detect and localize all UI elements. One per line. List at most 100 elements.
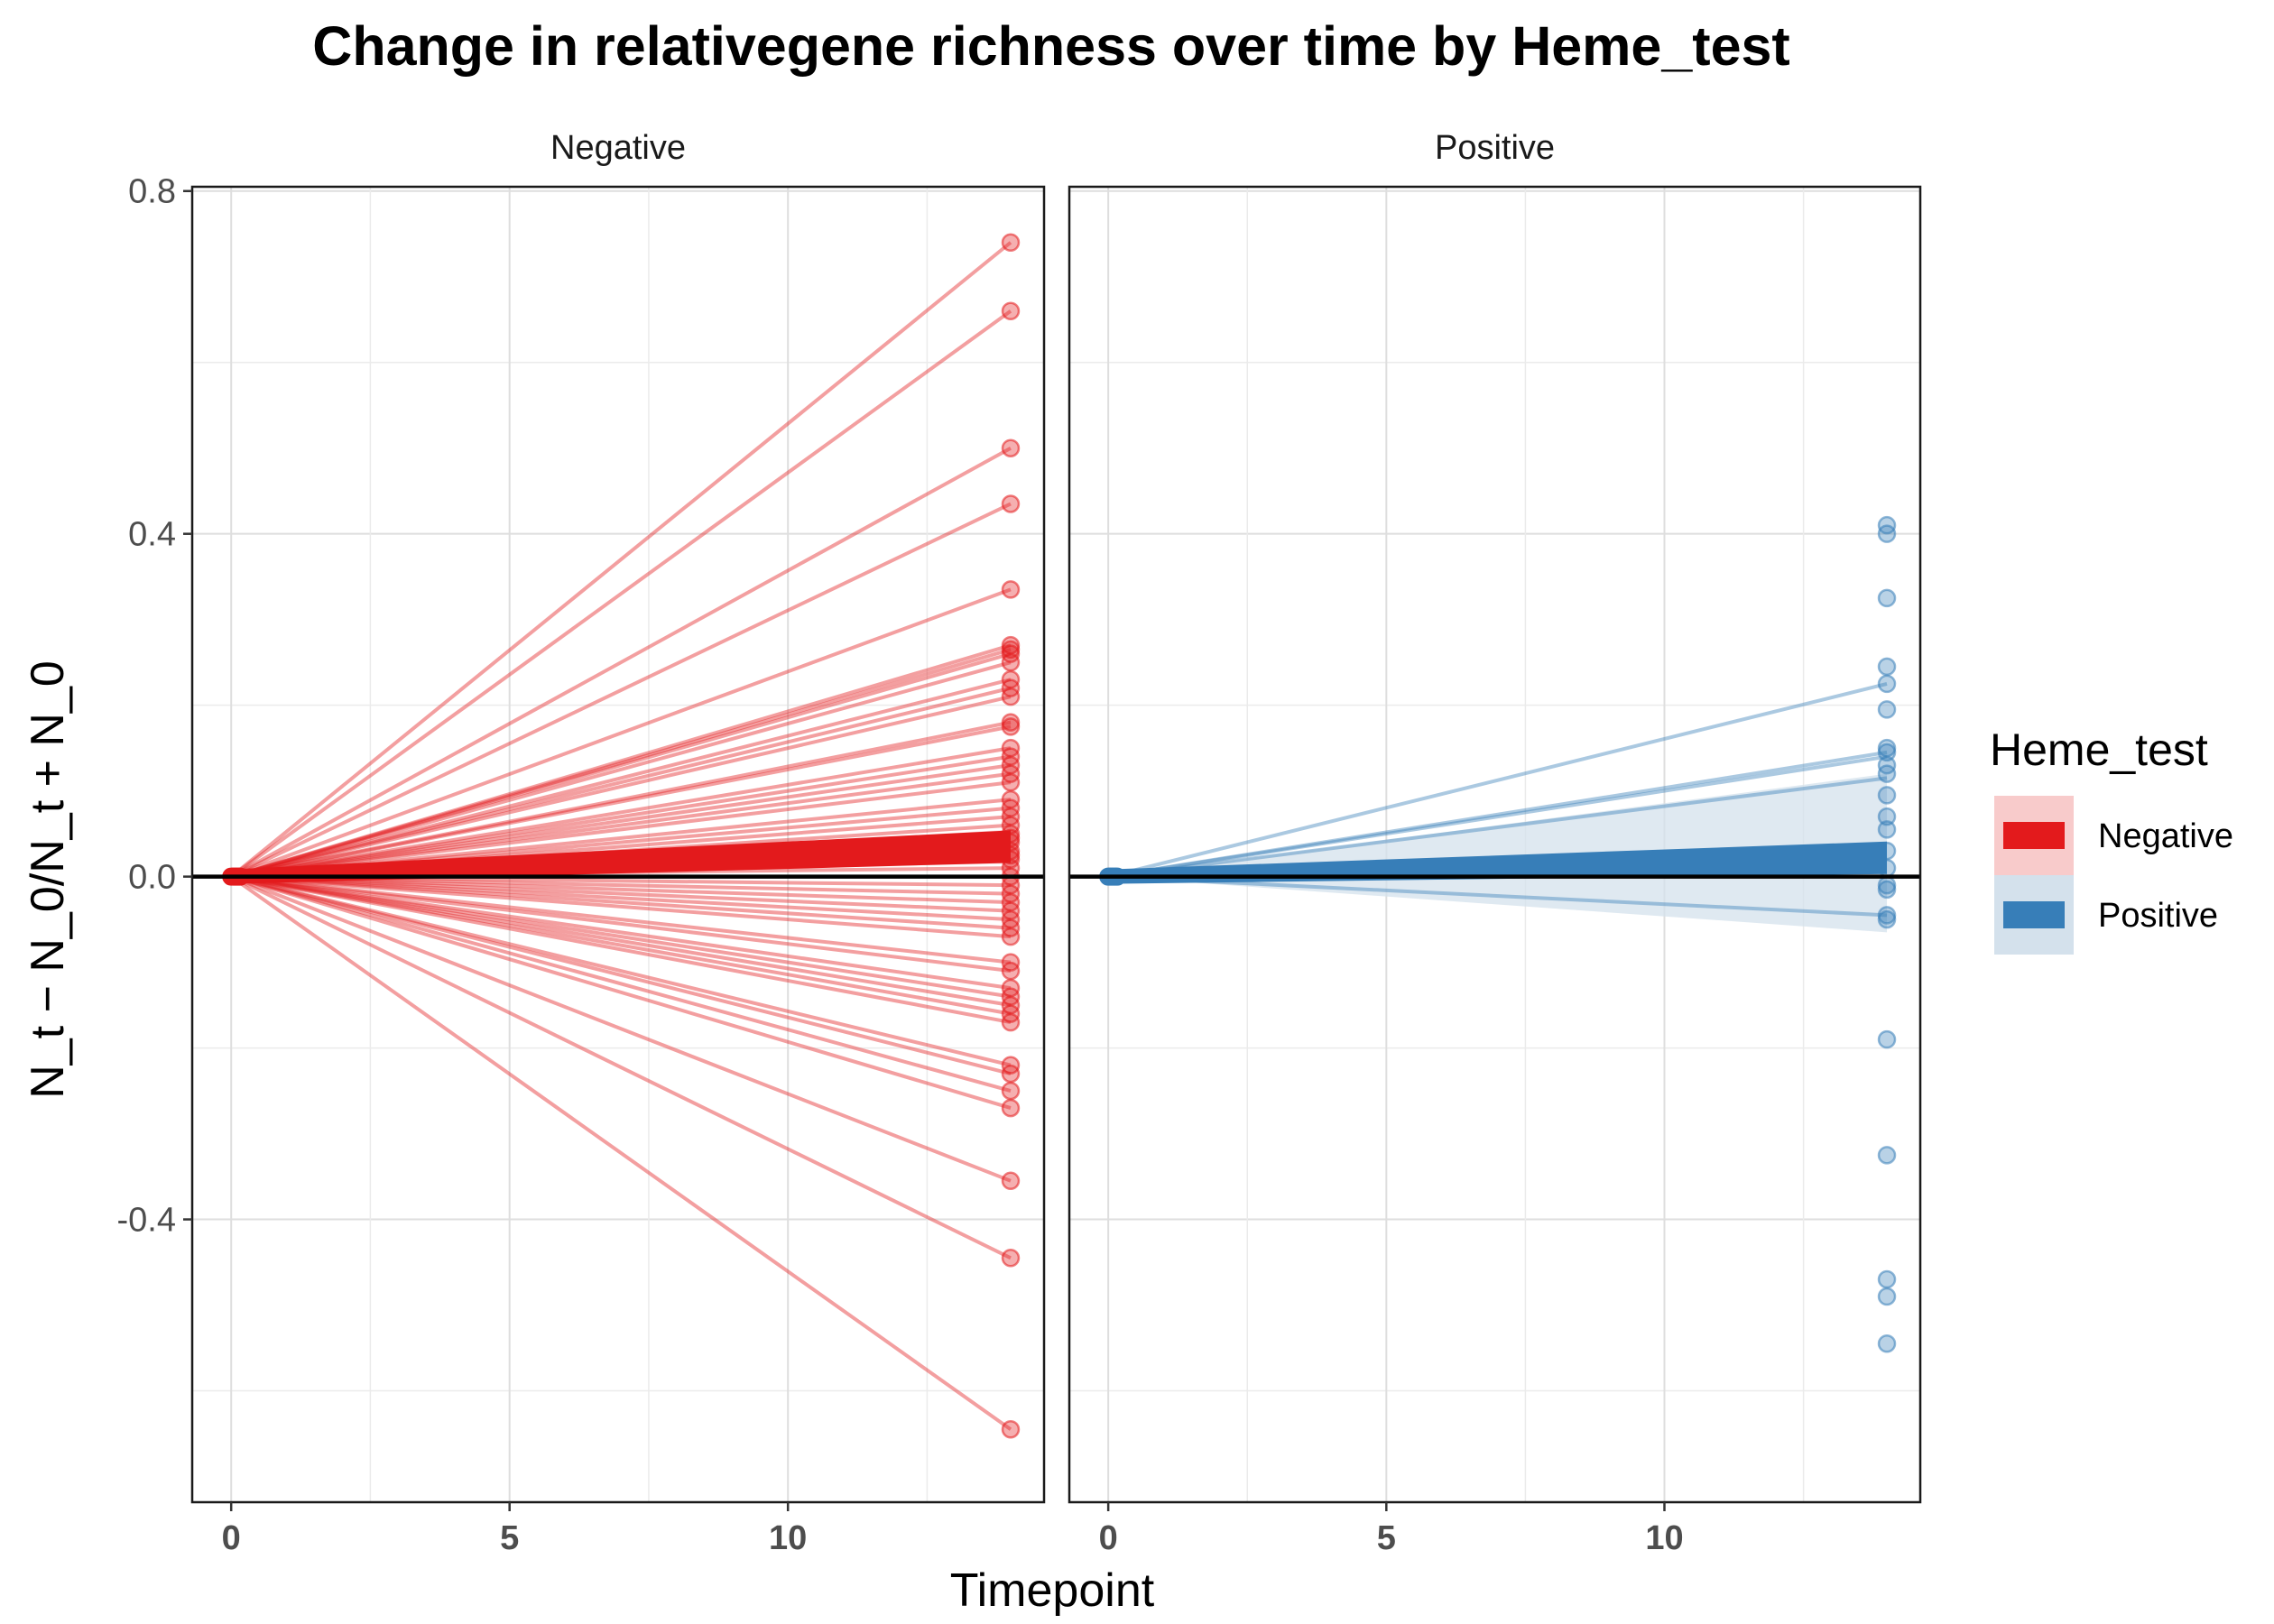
data-point: [1877, 807, 1897, 826]
subject-line: [1107, 750, 1888, 879]
series-lines-negative: [229, 241, 1012, 1431]
data-point: [1001, 1012, 1021, 1032]
subject-line: [230, 874, 1012, 991]
x-tick-label: 0: [1099, 1519, 1118, 1557]
subject-line: [230, 309, 1012, 879]
y-tick-label: 0.8: [128, 173, 176, 211]
x-tick-label: 10: [1645, 1519, 1683, 1557]
subject-line: [230, 724, 1012, 879]
data-point: [1001, 717, 1021, 736]
subject-line: [230, 874, 1012, 999]
data-point: [1001, 1420, 1021, 1439]
legend: Heme_test Negative Positive: [1990, 724, 2233, 955]
subject-line: [230, 587, 1012, 879]
data-point: [1877, 820, 1897, 839]
subject-line: [230, 754, 1012, 879]
data-point: [1877, 674, 1897, 694]
subject-line: [230, 874, 1012, 1183]
subject-line: [230, 678, 1012, 879]
subject-line: [230, 686, 1012, 879]
facet-label-positive: Positive: [1435, 129, 1555, 167]
subject-line: [231, 874, 1012, 930]
data-point: [1001, 233, 1021, 252]
x-axis-ticks-negative: 0 5 10: [222, 1502, 807, 1557]
subject-line: [230, 651, 1012, 879]
panels: Negative 0 5 10 Positive 0 5 10: [190, 129, 1922, 1557]
subject-line: [230, 874, 1012, 1093]
legend-key-negative: [2003, 822, 2065, 849]
legend-label-negative: Negative: [2098, 817, 2233, 855]
data-point: [1001, 580, 1021, 599]
subject-line: [231, 874, 1012, 905]
x-tick-label: 0: [222, 1519, 241, 1557]
subject-line: [230, 502, 1012, 879]
data-point: [1877, 657, 1897, 677]
series-lines-positive: [1107, 681, 1888, 918]
data-point: [1001, 301, 1021, 320]
subject-line: [1108, 874, 1888, 918]
subject-line: [230, 763, 1012, 879]
data-point: [1877, 786, 1897, 805]
data-point: [1001, 438, 1021, 457]
subject-line: [230, 446, 1012, 879]
data-point: [1877, 1287, 1897, 1306]
y-axis-tick-labels: 0.8 0.4 0.0 -0.4: [117, 173, 192, 1240]
legend-title: Heme_test: [1990, 724, 2208, 775]
data-point: [1001, 1081, 1021, 1101]
subject-line: [230, 720, 1012, 879]
data-point: [1877, 880, 1897, 900]
panel-border-positive: [1068, 185, 1922, 1504]
subject-line: [230, 647, 1012, 879]
chart-title: Change in relativegene richness over tim…: [312, 15, 1789, 77]
data-point: [1877, 588, 1897, 608]
subject-line: [230, 874, 1012, 1008]
data-point: [1001, 1064, 1021, 1084]
data-point: [1877, 909, 1897, 929]
subject-line: [230, 874, 1012, 1076]
x-axis-label: Timepoint: [950, 1564, 1155, 1617]
facet-label-negative: Negative: [550, 129, 686, 167]
data-point: [1001, 687, 1021, 706]
panel-negative: Negative 0 5 10: [190, 129, 1046, 1557]
x-axis-ticks-positive: 0 5 10: [1099, 1502, 1684, 1557]
y-tick-label: 0.0: [128, 859, 176, 897]
data-point: [1001, 1098, 1021, 1118]
subject-line: [230, 874, 1012, 1260]
legend-label-positive: Positive: [2098, 897, 2218, 935]
data-point: [1001, 961, 1021, 981]
data-point: [1001, 772, 1021, 792]
subject-line: [230, 874, 1012, 973]
subject-line: [1107, 776, 1888, 879]
subject-line: [231, 874, 1012, 913]
subject-line: [230, 874, 1012, 964]
subject-line: [230, 643, 1012, 879]
subject-line: [231, 874, 1012, 939]
data-point: [1877, 1269, 1897, 1289]
subject-line: [230, 874, 1012, 1431]
data-point: [1877, 1146, 1897, 1165]
data-point: [1001, 652, 1021, 672]
subject-line: [230, 695, 1012, 879]
subject-line: [230, 771, 1012, 879]
x-tick-label: 5: [1377, 1519, 1396, 1557]
data-point: [1877, 700, 1897, 719]
trend-line-positive: [1108, 841, 1888, 884]
data-point: [1877, 764, 1897, 783]
trend-line-negative: [231, 830, 1011, 884]
subject-line: [230, 780, 1012, 879]
series-points-positive: [1099, 515, 1897, 1353]
subject-line: [230, 874, 1012, 1110]
subject-line: [1107, 681, 1888, 879]
x-tick-label: 10: [769, 1519, 807, 1557]
data-point: [1877, 524, 1897, 543]
subject-line: [230, 660, 1012, 879]
panel-positive: Positive 0 5 10: [1068, 129, 1922, 1557]
subject-line: [230, 874, 1012, 1016]
subject-line: [230, 874, 1012, 1067]
y-tick-label: -0.4: [117, 1202, 176, 1240]
data-point: [1877, 743, 1897, 762]
y-axis-label: N_t − N_0/N_t + N_0: [22, 660, 74, 1099]
data-point: [1877, 1334, 1897, 1353]
data-point: [1001, 927, 1021, 946]
